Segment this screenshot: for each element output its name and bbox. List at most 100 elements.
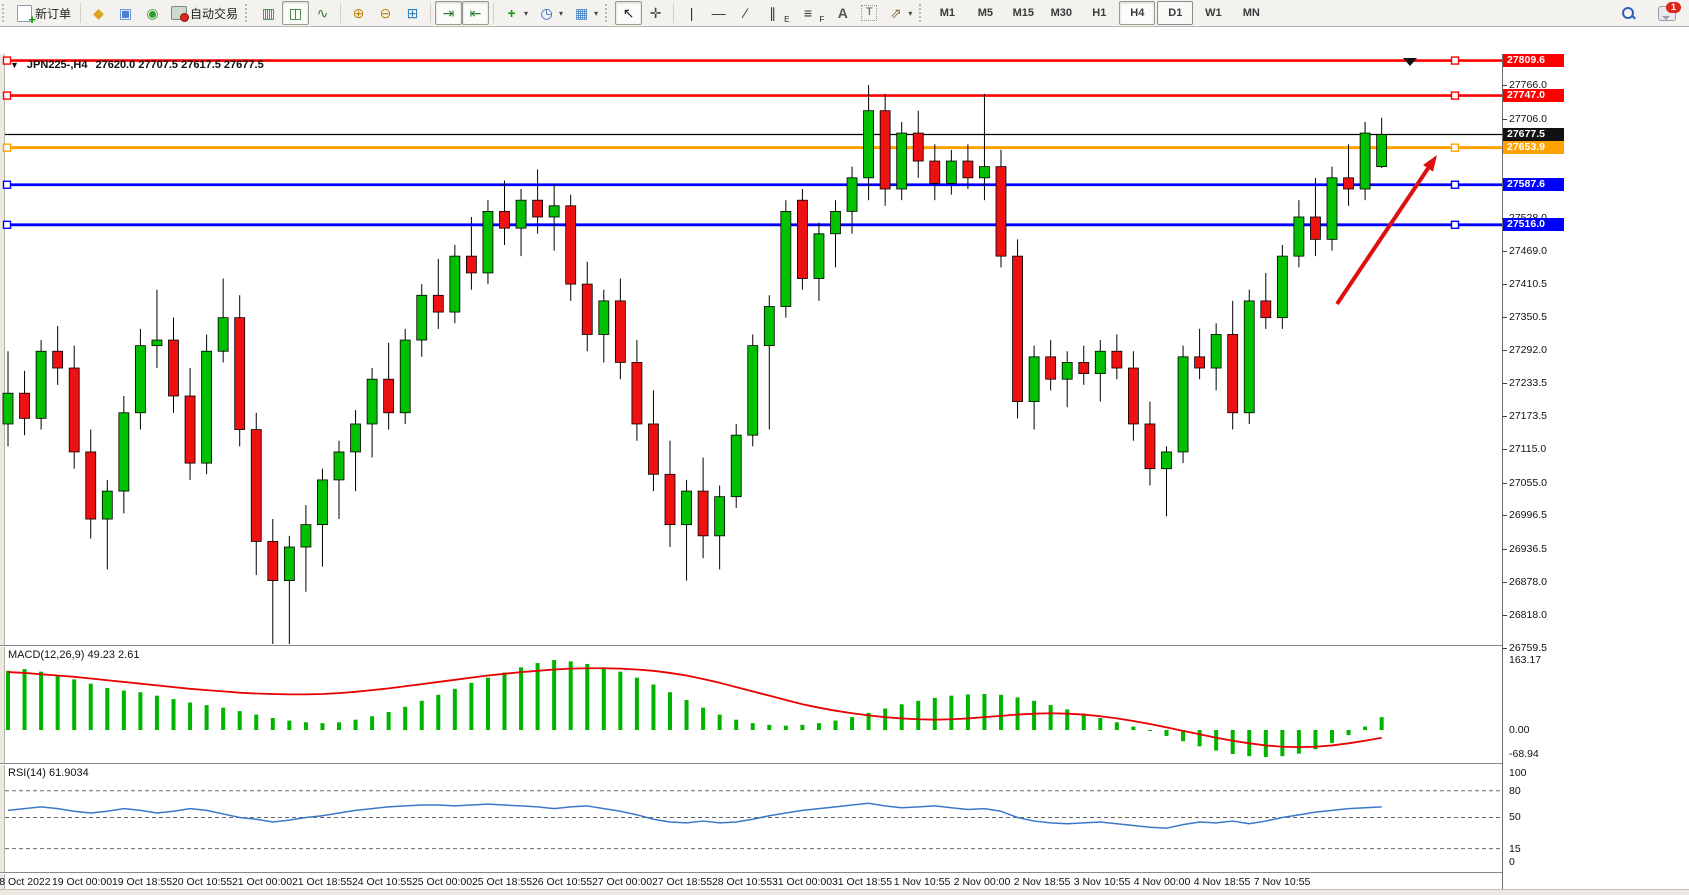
candle — [730, 434, 742, 498]
panel-separator[interactable] — [0, 645, 1502, 647]
macd-bar — [1098, 717, 1103, 730]
line-handle[interactable] — [2, 143, 12, 152]
macd-bar — [1230, 730, 1235, 755]
line-handle[interactable] — [1450, 180, 1460, 189]
timeframe-d1[interactable]: D1 — [1157, 1, 1194, 25]
macd-bar — [568, 661, 573, 730]
arrows-icon: ⇗ — [889, 4, 902, 21]
macd-bar — [88, 683, 93, 730]
text-button[interactable]: A — [829, 1, 856, 25]
candle — [35, 350, 47, 419]
macd-axis-min: -68.94 — [1509, 748, 1539, 760]
line-handle[interactable] — [2, 180, 12, 189]
toolbar-grip[interactable] — [919, 4, 925, 22]
timeframe-mn[interactable]: MN — [1242, 7, 1260, 19]
periods-button[interactable]: ◷ ▾ — [533, 1, 568, 25]
zoom-in-button[interactable]: ⊕ — [345, 1, 372, 25]
fibonacci-button[interactable]: ≡ F — [794, 1, 829, 25]
line-handle[interactable] — [1450, 56, 1460, 65]
timeframe-m1[interactable]: M1 — [939, 7, 955, 19]
text-label-button[interactable]: T — [856, 1, 882, 25]
new-order-button[interactable]: 新订单 — [12, 1, 76, 27]
macd-bar — [717, 714, 722, 730]
new-order-icon — [17, 4, 36, 27]
panel-separator[interactable] — [0, 763, 1502, 765]
channel-button[interactable]: ∥ E — [759, 1, 794, 25]
notifications-button[interactable]: 1 — [1653, 1, 1681, 25]
macd-bar — [1131, 726, 1136, 730]
bar-chart-button[interactable]: ▥ — [255, 1, 282, 25]
candle — [1128, 367, 1139, 425]
vertical-line-button[interactable]: | — [678, 1, 705, 25]
macd-panel[interactable] — [0, 647, 1502, 763]
line-handle[interactable] — [2, 220, 12, 230]
chart-area[interactable] — [0, 54, 1502, 644]
cursor-button[interactable]: ↖ — [615, 1, 643, 25]
templates-button[interactable]: ▦ ▾ — [574, 4, 599, 21]
chevron-down-icon[interactable]: ▼ — [10, 60, 19, 70]
zoom-out-button[interactable]: ⊖ — [372, 1, 399, 25]
timeframe-h1[interactable]: H1 — [1092, 7, 1107, 19]
signals-button[interactable]: ◉ — [139, 1, 166, 25]
candle — [151, 339, 163, 347]
price-tag-27677.5: 27677.5 — [1503, 127, 1564, 141]
macd-bar — [22, 669, 27, 730]
line-handle[interactable] — [1450, 91, 1460, 100]
macd-bar — [1214, 730, 1219, 751]
zoom-in-icon: ⊕ — [352, 4, 365, 21]
candle — [780, 210, 792, 307]
horizontal-line-button[interactable]: — — [705, 1, 732, 25]
macd-bar — [39, 671, 44, 730]
crosshair-button[interactable]: ✛ — [642, 1, 669, 25]
candlestick-button[interactable]: ◫ — [282, 1, 310, 25]
macd-signal-line — [7, 667, 1382, 749]
arrow-annotation-head[interactable] — [1423, 155, 1437, 172]
macd-bar — [436, 694, 441, 730]
indicators-button[interactable]: + ▾ — [498, 1, 533, 25]
styler-button[interactable]: ◆ — [85, 1, 112, 25]
line-handle[interactable] — [1450, 143, 1460, 152]
time-label: 18 Oct 2022 — [0, 876, 51, 888]
candle — [664, 473, 676, 526]
candle — [1078, 362, 1090, 375]
macd-bar — [949, 695, 954, 730]
line-chart-button[interactable]: ∿ — [309, 1, 336, 25]
macd-bar — [519, 667, 524, 730]
toolbar-grip[interactable] — [2, 4, 8, 22]
terminal-button[interactable]: ▣ — [112, 1, 139, 25]
trendline-button[interactable]: ∕ — [732, 1, 759, 25]
autoscroll-button[interactable]: ⇥ — [435, 1, 463, 25]
search-button[interactable] — [1616, 1, 1641, 25]
tile-windows-button[interactable]: ⊞ — [399, 1, 426, 25]
line-handle[interactable] — [1450, 220, 1460, 230]
timeframe-h4[interactable]: H4 — [1119, 1, 1156, 25]
price-tick-mark — [1502, 251, 1507, 253]
chart-shift-button[interactable]: ⇤ — [462, 1, 490, 25]
candle — [267, 541, 279, 581]
rsi-panel[interactable] — [0, 765, 1502, 872]
toolbar-grip[interactable] — [245, 4, 251, 22]
price-tick-label: 27173.5 — [1509, 410, 1547, 423]
timeframe-m5[interactable]: M5 — [977, 7, 993, 19]
shift-marker-icon[interactable] — [1403, 58, 1417, 66]
arrows-button[interactable]: ⇗ ▾ — [882, 1, 917, 25]
candle — [101, 490, 113, 520]
arrow-annotation[interactable] — [1335, 167, 1430, 306]
macd-bar — [1032, 700, 1037, 730]
timeframe-m30[interactable]: M30 — [1050, 7, 1073, 19]
line-handle[interactable] — [2, 56, 12, 65]
macd-bar — [1048, 705, 1053, 730]
candle — [1276, 255, 1288, 319]
price-tick-label: 27292.0 — [1509, 344, 1547, 357]
macd-bar — [916, 700, 921, 730]
price-tick-label: 27055.0 — [1509, 476, 1547, 489]
timeframe-w1[interactable]: W1 — [1205, 7, 1222, 19]
toolbar-grip[interactable] — [605, 4, 611, 22]
candle — [482, 210, 494, 274]
timeframe-m15[interactable]: M15 — [1012, 7, 1035, 19]
candle — [1028, 356, 1040, 402]
price-tick-label: 27766.0 — [1509, 78, 1547, 91]
price-tick-mark — [1502, 317, 1507, 319]
auto-trading-button[interactable]: 自动交易 — [166, 1, 243, 25]
line-handle[interactable] — [2, 91, 12, 100]
